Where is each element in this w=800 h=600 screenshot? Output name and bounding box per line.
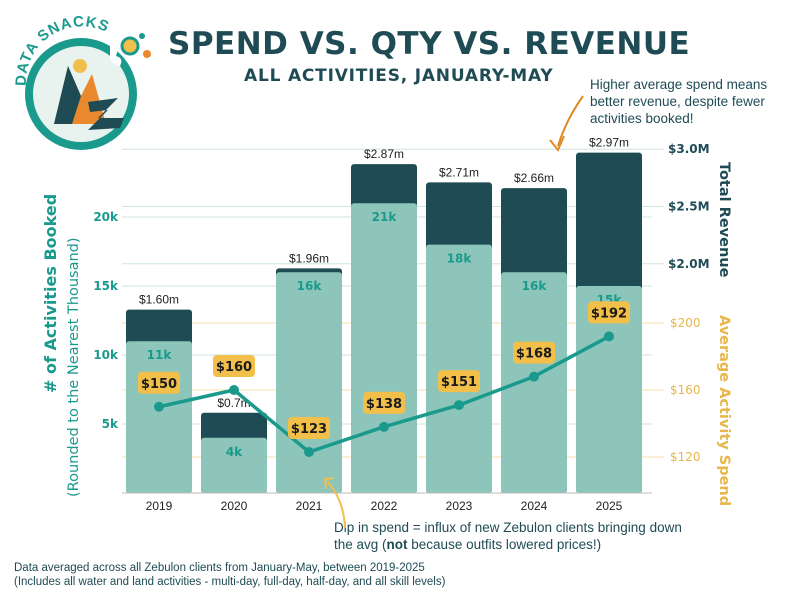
spend-label: $123 <box>291 422 327 437</box>
spend-axis-title: Average Activity Spend <box>716 315 732 506</box>
spend-tick-label: $160 <box>670 383 701 397</box>
quantity-bar <box>351 203 417 493</box>
quantity-label: 16k <box>297 279 323 293</box>
revenue-tick-label: $3.0M <box>668 142 710 156</box>
x-tick-label: 2019 <box>146 499 173 513</box>
revenue-label: $0.7m <box>217 396 250 410</box>
spend-label: $151 <box>441 375 477 390</box>
footnote-line2: (Includes all water and land activities … <box>14 576 446 588</box>
callout-arrowhead-bottom <box>323 477 335 490</box>
quantity-label: 21k <box>372 210 398 224</box>
spend-label-badge <box>213 355 255 377</box>
quantity-label: 18k <box>447 252 473 266</box>
x-tick-label: 2022 <box>371 499 398 513</box>
callout-arrow-top <box>557 95 584 147</box>
callout-top-right: Higher average spend means better revenu… <box>590 77 768 126</box>
chart-title: SPEND VS. QTY VS. REVENUE <box>168 26 691 62</box>
left-tick-label: 15k <box>93 279 119 293</box>
quantity-label: 11k <box>147 348 173 362</box>
spend-point <box>454 400 464 411</box>
quantity-label: 4k <box>226 445 243 459</box>
spend-label: $168 <box>516 347 552 362</box>
left-tick-label: 5k <box>102 417 119 431</box>
spend-label-badge <box>363 391 405 414</box>
spend-point <box>379 421 389 432</box>
spend-point <box>229 385 239 395</box>
callout-arrowhead-top <box>549 135 565 152</box>
callout-bottom-post: because outfits lowered prices!) <box>407 537 602 552</box>
revenue-label: $1.60m <box>139 293 179 307</box>
quantity-bar <box>126 341 192 493</box>
callout-arrow-bottom <box>326 480 346 529</box>
spend-label: $160 <box>216 360 252 375</box>
revenue-tick-label: $2.5M <box>668 200 710 214</box>
callout-bottom-pre: Dip in spend = influx of new Zebulon cli… <box>334 520 682 552</box>
spend-label-badge <box>513 341 555 364</box>
revenue-label: $2.87m <box>364 147 404 161</box>
footnote: Data averaged across all Zebulon clients… <box>14 561 445 589</box>
quantity-bar <box>201 437 267 493</box>
revenue-axis-title: Total Revenue <box>716 162 732 278</box>
spend-label: $150 <box>141 377 177 392</box>
spend-point <box>154 401 164 412</box>
x-tick-label: 2021 <box>296 499 323 513</box>
footnote-line1: Data averaged across all Zebulon clients… <box>14 562 425 574</box>
spend-point <box>304 446 314 457</box>
data-snacks-logo: DATA SNACKS <box>13 13 151 150</box>
revenue-tick-label: $2.0M <box>668 257 710 271</box>
quantity-label: 16k <box>522 279 548 293</box>
x-tick-label: 2023 <box>446 499 473 513</box>
x-tick-label: 2024 <box>521 499 548 513</box>
revenue-label: $2.66m <box>514 171 554 185</box>
quantity-bar <box>576 286 642 493</box>
spend-point <box>604 331 614 342</box>
quantity-bar <box>501 272 567 493</box>
spend-label: $192 <box>591 306 627 321</box>
chart-subtitle: ALL ACTIVITIES, JANUARY-MAY <box>244 66 554 86</box>
spend-tick-label: $120 <box>670 450 701 464</box>
spend-label-badge <box>588 301 630 324</box>
callout-bottom-bold: not <box>386 537 408 552</box>
x-tick-label: 2020 <box>221 499 248 513</box>
spend-label-badge <box>438 370 480 393</box>
spend-label-badge <box>138 371 180 394</box>
callout-bottom: Dip in spend = influx of new Zebulon cli… <box>334 519 694 553</box>
quantity-bar <box>426 244 492 493</box>
left-tick-label: 20k <box>93 210 119 224</box>
revenue-label: $2.97m <box>589 136 629 150</box>
spend-tick-label: $200 <box>670 316 701 330</box>
revenue-label: $1.96m <box>289 251 329 265</box>
quantity-bar <box>276 272 342 493</box>
revenue-label: $2.71m <box>439 165 479 179</box>
spend-point <box>529 371 539 382</box>
left-axis-subtitle: (Rounded to the Nearest Thousand) <box>66 237 82 497</box>
spend-label: $138 <box>366 397 402 412</box>
spend-label-badge <box>288 416 330 439</box>
x-tick-label: 2025 <box>596 499 623 513</box>
left-tick-label: 10k <box>93 348 119 362</box>
left-axis-title: # of Activities Booked <box>41 194 60 393</box>
